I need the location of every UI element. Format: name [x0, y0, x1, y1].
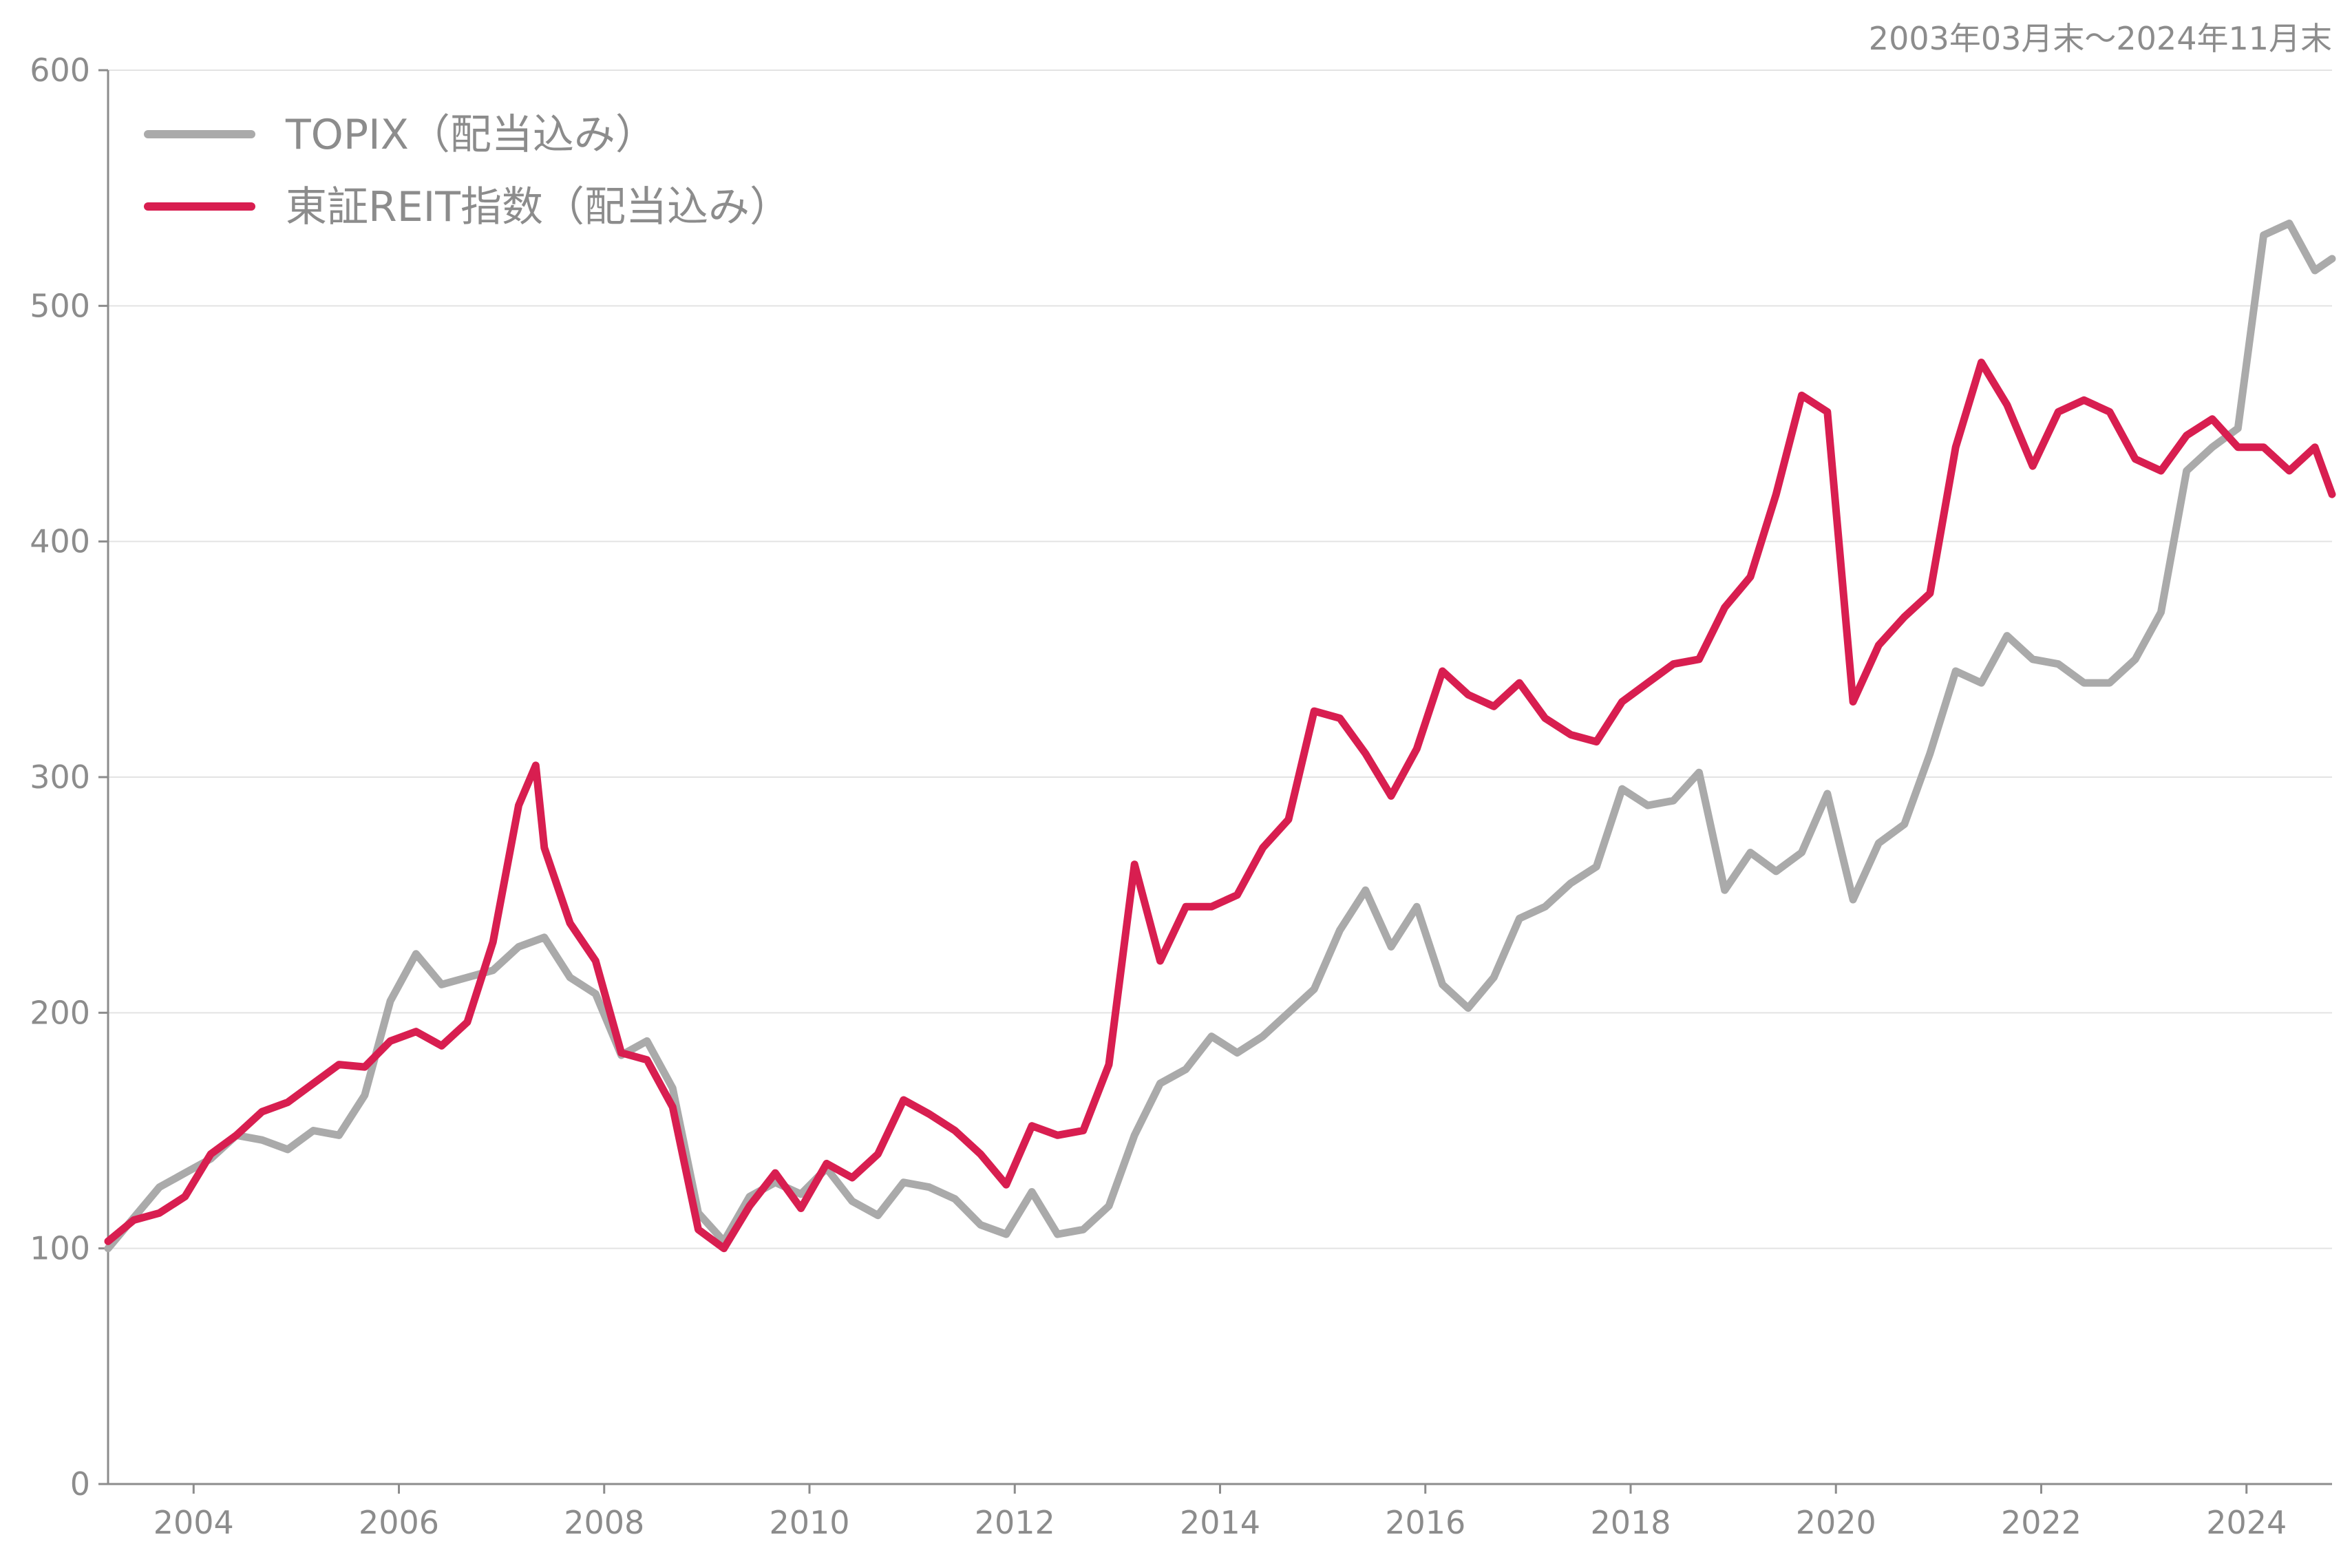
x-tick-label: 2018 — [1590, 1504, 1671, 1541]
series-line-topix — [104, 220, 2336, 1253]
y-tick-label: 600 — [30, 52, 90, 89]
legend: TOPIX（配当込み） 東証REIT指数（配当込み） — [144, 111, 791, 231]
y-tick-label: 200 — [30, 994, 90, 1031]
x-tick-label: 2004 — [153, 1504, 234, 1541]
x-tick-label: 2014 — [1180, 1504, 1260, 1541]
y-axis-ticks: 0 100 200 300 400 500 600 — [30, 52, 108, 1503]
x-tick-label: 2012 — [975, 1504, 1055, 1541]
x-tick-label: 2010 — [769, 1504, 849, 1541]
x-axis-ticks: 2004 2006 2008 2010 2012 2014 2016 2018 2020 2022… — [153, 1484, 2287, 1541]
y-tick-label: 0 — [70, 1465, 90, 1503]
grid-lines — [108, 70, 2332, 1249]
y-tick-label: 400 — [30, 523, 90, 560]
x-tick-label: 2022 — [2001, 1504, 2081, 1541]
series-lines — [104, 220, 2336, 1253]
x-tick-label: 2008 — [564, 1504, 644, 1541]
x-tick-label: 2024 — [2206, 1504, 2287, 1541]
x-tick-label: 2020 — [1796, 1504, 1876, 1541]
y-tick-label: 100 — [30, 1230, 90, 1267]
legend-label: 東証REIT指数（配当込み） — [286, 183, 791, 231]
series-line-reit — [104, 359, 2336, 1253]
x-tick-label: 2016 — [1385, 1504, 1465, 1541]
y-tick-label: 500 — [30, 287, 90, 324]
y-tick-label: 300 — [30, 759, 90, 796]
x-tick-label: 2006 — [359, 1504, 439, 1541]
period-label: 2003年03月末〜2024年11月末 — [1869, 20, 2332, 57]
legend-label: TOPIX（配当込み） — [285, 111, 657, 159]
